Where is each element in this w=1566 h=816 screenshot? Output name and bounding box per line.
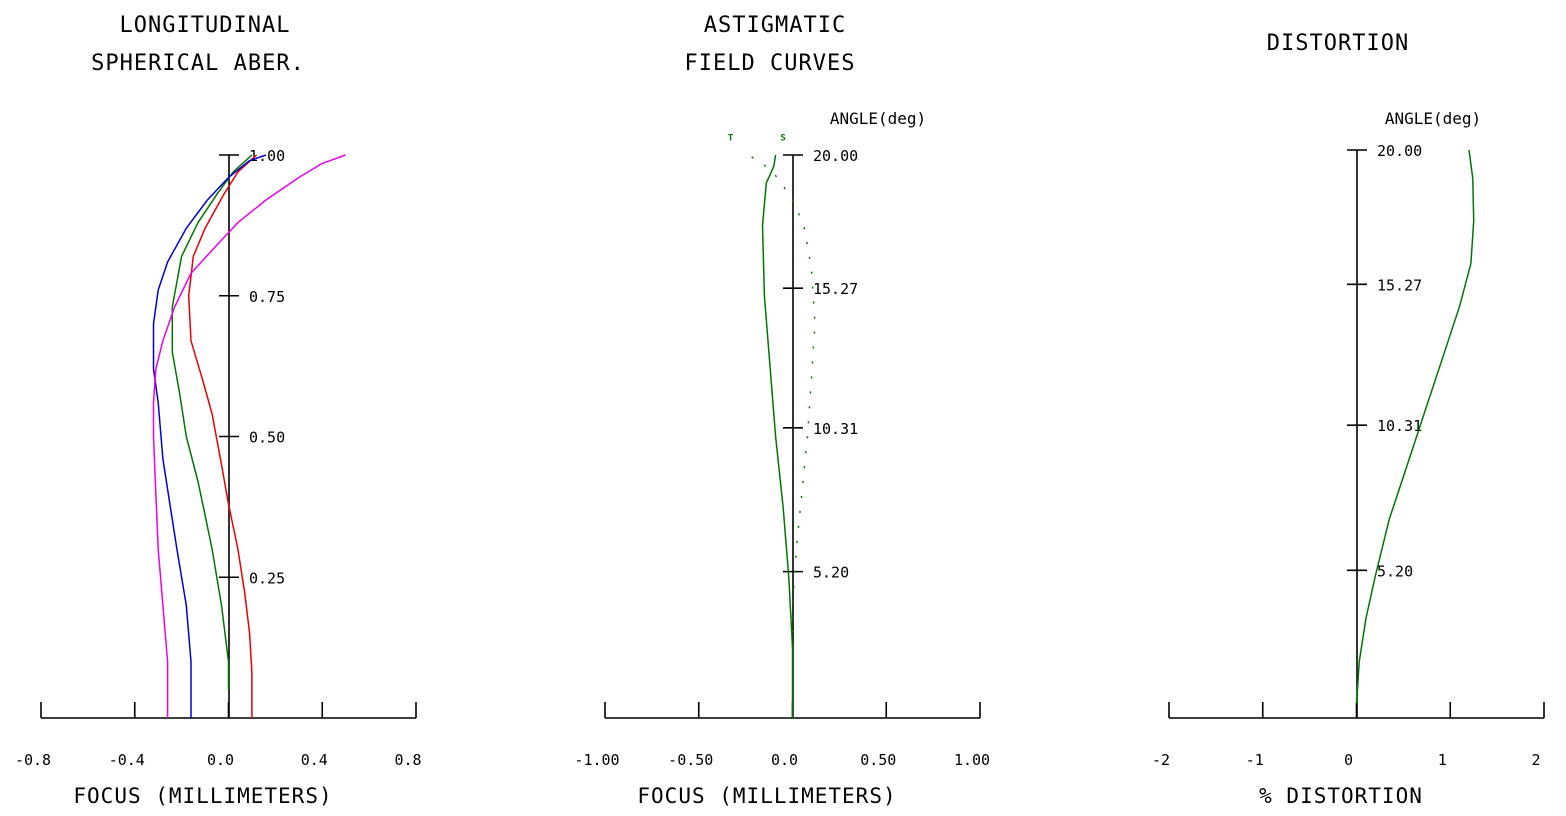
x-tick-label: 0.50 — [860, 751, 896, 769]
x-tick-label: 1.00 — [954, 751, 990, 769]
y-tick-label: 10.31 — [813, 420, 858, 438]
series-line-magenta — [152, 154, 346, 718]
y-tick-label: 15.27 — [813, 280, 858, 298]
y-tick-label: 15.27 — [1377, 276, 1422, 294]
astigmatic-field-chart: ASTIGMATIC FIELD CURVES ANGLE(deg) FOCUS… — [574, 13, 990, 808]
y-tick-label: 10.31 — [1377, 417, 1422, 435]
y-tick-label: 1.00 — [249, 147, 285, 165]
x-tick-label: -0.50 — [668, 751, 713, 769]
x-tick-label: 0.8 — [394, 751, 421, 769]
astigmatic-x-axis-label: FOCUS (MILLIMETERS) — [637, 784, 896, 808]
x-tick-label: -2 — [1152, 751, 1170, 769]
y-tick-label: 20.00 — [813, 147, 858, 165]
spherical-series — [152, 154, 346, 718]
spherical-ticks: -0.8 -0.4 0.0 0.4 0.8 0.25 0.50 0.75 1.00 — [15, 147, 422, 769]
x-tick-label: -1 — [1246, 751, 1264, 769]
x-tick-label: 2 — [1531, 751, 1540, 769]
spherical-aberration-chart: LONGITUDINAL SPHERICAL ABER. FOCUS (MILL… — [15, 13, 422, 808]
x-tick-label: -0.4 — [109, 751, 145, 769]
x-tick-label: 0.0 — [207, 751, 234, 769]
series-line-red — [187, 154, 258, 718]
curve-marker-t: T — [728, 134, 734, 144]
astigmatic-ticks: -1.00 -0.50 0.0 0.50 1.00 5.20 10.31 15.27 20.00 — [574, 147, 990, 769]
series-line-green — [1355, 149, 1475, 704]
y-tick-label: 0.50 — [249, 429, 285, 447]
distortion-chart: DISTORTION ANGLE(deg) % DISTORTION -2 -1 0… — [1152, 31, 1545, 808]
distortion-ticks: -2 -1 0 1 2 5.20 10.31 15.27 20.00 — [1152, 142, 1545, 769]
distortion-title: DISTORTION — [1267, 31, 1409, 56]
spherical-title-line-1: LONGITUDINAL — [120, 13, 291, 38]
y-tick-label: 0.75 — [249, 288, 285, 306]
series-line-green-t — [743, 151, 816, 648]
x-tick-label: -1.00 — [574, 751, 619, 769]
astigmatic-title-line-2: FIELD CURVES — [685, 51, 856, 76]
x-tick-label: -0.8 — [15, 751, 51, 769]
spherical-title-line-2: SPHERICAL ABER. — [91, 51, 305, 76]
astigmatic-title-line-1: ASTIGMATIC — [704, 13, 846, 38]
spherical-x-axis-label: FOCUS (MILLIMETERS) — [73, 784, 332, 808]
series-line-blue — [152, 154, 267, 718]
distortion-series — [1355, 149, 1475, 704]
curve-marker-s: S — [780, 134, 785, 144]
x-tick-label: 1 — [1438, 751, 1447, 769]
x-tick-label: 0 — [1344, 751, 1353, 769]
astigmatic-y-axis-label: ANGLE(deg) — [830, 109, 926, 128]
series-line-green-s — [761, 154, 794, 718]
y-tick-label: 0.25 — [249, 569, 285, 587]
x-tick-label: 0.0 — [771, 751, 798, 769]
y-tick-label: 5.20 — [813, 564, 849, 582]
series-line-green — [171, 154, 253, 690]
distortion-axes — [1169, 150, 1544, 719]
distortion-y-axis-label: ANGLE(deg) — [1385, 109, 1481, 128]
distortion-x-axis-label: % DISTORTION — [1259, 784, 1423, 808]
y-tick-label: 20.00 — [1377, 142, 1422, 160]
y-tick-label: 5.20 — [1377, 562, 1413, 580]
x-tick-label: 0.4 — [301, 751, 328, 769]
